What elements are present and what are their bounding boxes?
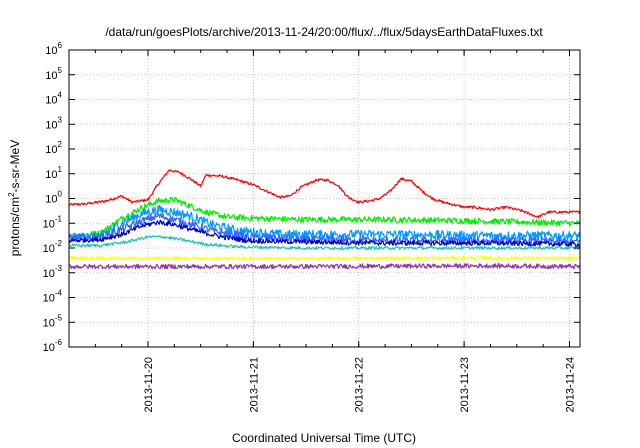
x-tick-label: 2013-11-21 xyxy=(248,357,260,412)
y-tick-label: 103 xyxy=(45,115,62,131)
chart-title: /data/run/goesPlots/archive/2013-11-24/2… xyxy=(105,25,543,39)
grid-lines xyxy=(69,50,580,347)
x-tick-label: 2013-11-23 xyxy=(459,357,471,412)
y-tick-label: 100 xyxy=(45,190,62,206)
series-line-3 xyxy=(69,212,580,246)
y-tick-label: 10-1 xyxy=(43,214,63,230)
y-tick-label: 102 xyxy=(45,140,62,156)
data-series xyxy=(69,169,580,270)
y-tick-label: 10-4 xyxy=(43,289,63,305)
series-line-0 xyxy=(69,169,580,219)
y-tick-label: 10-2 xyxy=(43,239,63,255)
y-tick-label: 10-5 xyxy=(43,313,63,329)
x-tick-label: 2013-11-20 xyxy=(143,357,155,412)
axis-ticks xyxy=(68,49,580,348)
y-tick-labels: 10-6 10-5 10-4 10-3 10-2 10-1 100 101 102 103 104 1… xyxy=(43,41,63,354)
y-tick-label: 101 xyxy=(45,165,62,181)
series-line-2 xyxy=(69,204,580,243)
y-tick-label: 105 xyxy=(45,66,62,82)
x-tick-label: 2013-11-24 xyxy=(564,357,576,412)
y-axis-label: protons/cm2-s-sr-MeV xyxy=(7,140,22,256)
series-line-1 xyxy=(69,196,580,239)
series-line-5 xyxy=(69,235,580,251)
series-line-6 xyxy=(69,255,580,261)
series-line-4 xyxy=(69,219,580,248)
x-tick-labels: 2013-11-20 2013-11-21 2013-11-22 2013-11-23… xyxy=(143,357,576,412)
y-tick-label: 10-6 xyxy=(43,338,63,354)
y-tick-label: 106 xyxy=(45,41,62,57)
y-tick-label: 104 xyxy=(45,91,62,107)
x-tick-label: 2013-11-22 xyxy=(354,357,366,412)
series-line-7 xyxy=(69,263,580,270)
x-axis-label: Coordinated Universal Time (UTC) xyxy=(232,431,416,445)
y-tick-label: 10-3 xyxy=(43,264,63,280)
